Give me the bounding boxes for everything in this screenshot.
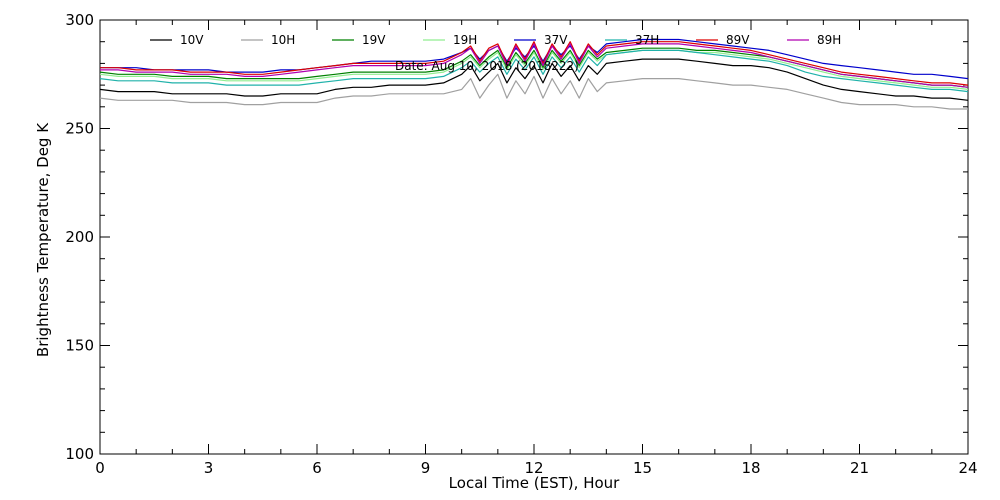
- legend-label-89h: 89H: [817, 33, 841, 47]
- y-tick-label: 150: [65, 337, 94, 355]
- x-tick-label: 15: [633, 459, 652, 477]
- x-axis-title: Local Time (EST), Hour: [449, 474, 620, 492]
- series-line-37v: [100, 38, 969, 80]
- axis-ticks: 0 3 6 9 12 15 18 21 24 100 150 200 250 300: [65, 11, 977, 477]
- series-line-10v: [99, 58, 969, 101]
- y-axis-title: Brightness Temperature, Deg K: [34, 122, 52, 357]
- series-line-19h: [99, 49, 969, 90]
- x-tick-label: 3: [204, 459, 214, 477]
- date-annotation: Date: Aug 10, 2018 (2018222): [395, 59, 579, 73]
- y-tick-label: 300: [65, 11, 94, 29]
- y-tick-label: 200: [65, 228, 94, 246]
- legend-label-37h: 37H: [635, 33, 659, 47]
- x-tick-label: 18: [741, 459, 760, 477]
- legend-label-89v: 89V: [726, 33, 750, 47]
- series-line-10h: [99, 73, 968, 110]
- data-series: [99, 38, 969, 110]
- x-tick-label: 9: [421, 459, 431, 477]
- x-tick-label: 24: [958, 459, 977, 477]
- legend-label-19h: 19H: [453, 33, 477, 47]
- series-line-89h: [100, 43, 969, 88]
- x-tick-label: 6: [312, 459, 322, 477]
- x-tick-label: 12: [524, 459, 543, 477]
- x-tick-label: 21: [850, 459, 869, 477]
- legend-label-37v: 37V: [544, 33, 568, 47]
- legend-label-10v: 10V: [180, 33, 204, 47]
- series-line-37h: [99, 49, 969, 93]
- y-tick-label: 250: [65, 120, 94, 138]
- x-tick-label: 0: [95, 459, 105, 477]
- legend-label-10h: 10H: [271, 33, 295, 47]
- series-line-89v: [100, 41, 969, 86]
- legend-label-19v: 19V: [362, 33, 386, 47]
- y-tick-label: 100: [65, 445, 94, 463]
- legend: 10V 10H 19V 19H 37V 37H 89V 89H: [150, 33, 841, 47]
